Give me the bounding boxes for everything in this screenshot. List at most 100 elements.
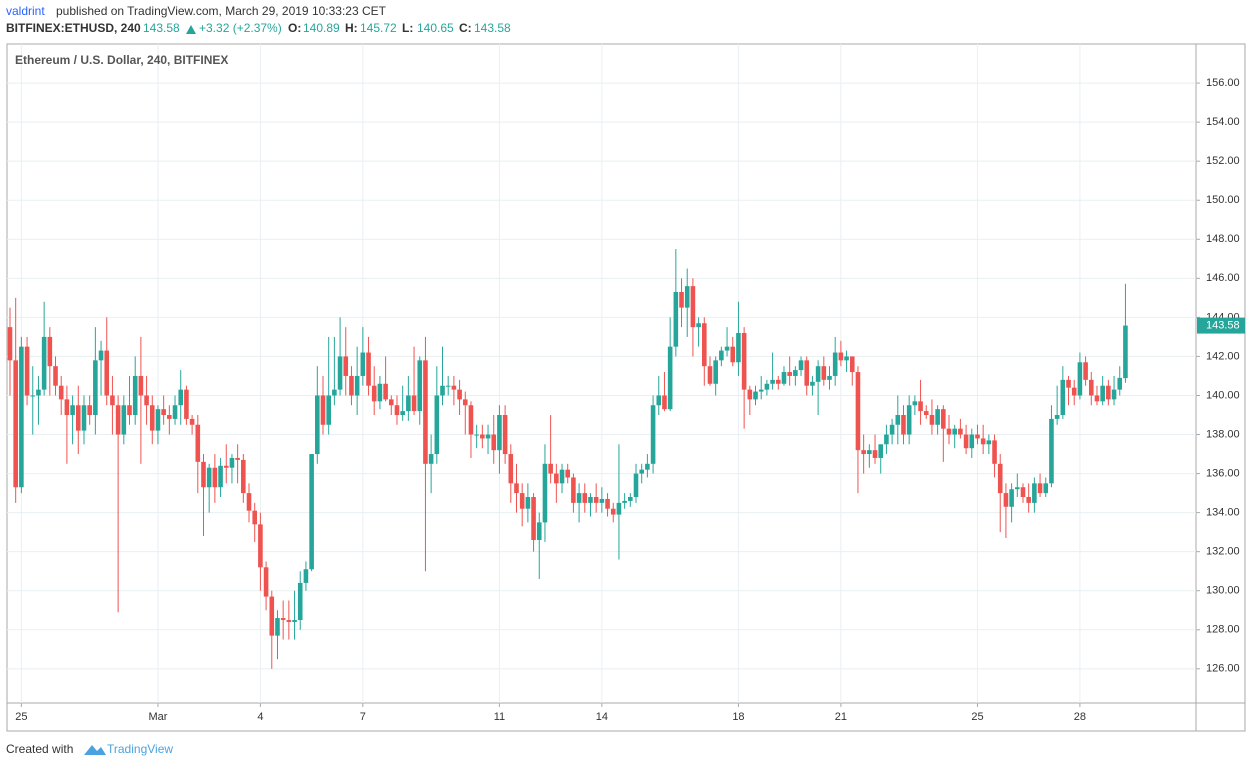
candle-body [184, 389, 189, 419]
candle-body [764, 383, 770, 390]
candle-body [263, 567, 269, 597]
y-tick-label: 140.00 [1206, 389, 1240, 401]
last-price-box [1197, 317, 1245, 334]
candle-body [605, 498, 610, 509]
candle-body [827, 375, 832, 380]
candle-body [502, 415, 508, 455]
up-arrow [186, 25, 196, 34]
candle-body [462, 399, 468, 406]
candle-body [730, 346, 736, 363]
candle-body [132, 375, 138, 416]
candle-body [167, 415, 172, 419]
candle-body [480, 434, 485, 439]
candle-body [633, 473, 639, 498]
candle-body [821, 366, 827, 380]
candle-body [155, 409, 161, 431]
candle-body [491, 434, 497, 451]
candle-body [1066, 379, 1071, 388]
symbol: BITFINEX:ETHUSD, 240 [6, 21, 141, 35]
candle-body [428, 454, 434, 464]
candle-body [519, 493, 525, 509]
candle-body [1020, 487, 1026, 498]
candle-body [172, 405, 178, 419]
x-tick-label: 25 [971, 711, 983, 723]
candle-body [838, 352, 844, 361]
change: +3.32 (+2.37%) [199, 21, 282, 35]
ohlc-value: 140.89 [303, 21, 340, 35]
candle-body [309, 454, 314, 570]
y-tick-label: 134.00 [1206, 507, 1240, 519]
candle-body [13, 360, 18, 488]
candle-body [81, 405, 87, 431]
candle-body [616, 502, 622, 515]
publish-info: published on TradingView.com, March 29, … [56, 4, 387, 18]
candle-body [110, 395, 115, 406]
candle-body [719, 350, 724, 361]
y-tick-label: 138.00 [1206, 428, 1240, 440]
ohlc-values: O: 140.89 H: 145.72 L: 140.65 C: 143.58 [288, 21, 511, 35]
candle-body [753, 391, 758, 400]
candle-body [360, 352, 366, 376]
candle-body [997, 463, 1003, 494]
candle-body [673, 291, 679, 347]
candle-body [531, 497, 536, 540]
ohlc-value: 143.58 [474, 21, 511, 35]
candle-body [189, 418, 195, 425]
candle-body [667, 346, 673, 410]
candle-body [684, 286, 690, 308]
candle-body [815, 366, 821, 382]
candle-body [7, 327, 13, 361]
candle-body [770, 379, 775, 384]
ohlc-value: 145.72 [360, 21, 397, 35]
candle-body [1083, 362, 1088, 380]
candle-body [58, 385, 64, 400]
y-tick-label: 150.00 [1206, 194, 1240, 206]
axes: 126.00 128.00 130.00 132.00 134.00 136.00 138.… [15, 77, 1245, 723]
ohlc-value: 140.65 [417, 21, 454, 35]
candle-body [64, 399, 70, 416]
candle-body [935, 409, 940, 425]
candle-body [332, 389, 337, 396]
candle-body [571, 477, 576, 503]
candle-body [423, 360, 428, 464]
candle-body [798, 360, 804, 371]
candle-body [53, 366, 58, 386]
candle-body [127, 405, 132, 416]
ohlc-label: H: [345, 21, 358, 35]
y-tick-label: 142.00 [1206, 350, 1240, 362]
candle-body [804, 360, 810, 386]
candle-body [303, 569, 309, 583]
candle-body [258, 524, 263, 568]
candle-body [320, 395, 326, 425]
candle-body [36, 389, 41, 396]
candle-body [878, 444, 884, 458]
footer-brand[interactable]: TradingView [107, 742, 173, 756]
candle-body [161, 409, 166, 416]
publisher[interactable]: valdrint [6, 4, 45, 18]
candle-body [212, 467, 218, 488]
candle-body [758, 389, 764, 392]
candle-body [383, 383, 388, 400]
x-tick-label: 18 [732, 711, 744, 723]
candle-body [41, 336, 47, 390]
candle-body [787, 372, 792, 376]
ohlc-label: L: [402, 21, 413, 35]
y-tick-label: 130.00 [1206, 585, 1240, 597]
candle-body [599, 498, 605, 503]
candle-body [178, 389, 184, 406]
x-tick-label: 25 [15, 711, 27, 723]
candle-body [366, 352, 371, 386]
candle-body [810, 381, 815, 386]
candles [7, 249, 1128, 669]
candle-body [115, 405, 121, 435]
last-price-label: 143.58 [1206, 319, 1240, 331]
candle-body [1043, 483, 1049, 494]
candle-body [747, 389, 753, 400]
candle-body [218, 465, 223, 488]
y-tick-label: 154.00 [1206, 116, 1240, 128]
candle-body [508, 454, 514, 484]
candle-body [923, 411, 929, 416]
candle-body [1094, 395, 1100, 402]
candle-body [1003, 493, 1009, 507]
candle-body [246, 493, 252, 511]
